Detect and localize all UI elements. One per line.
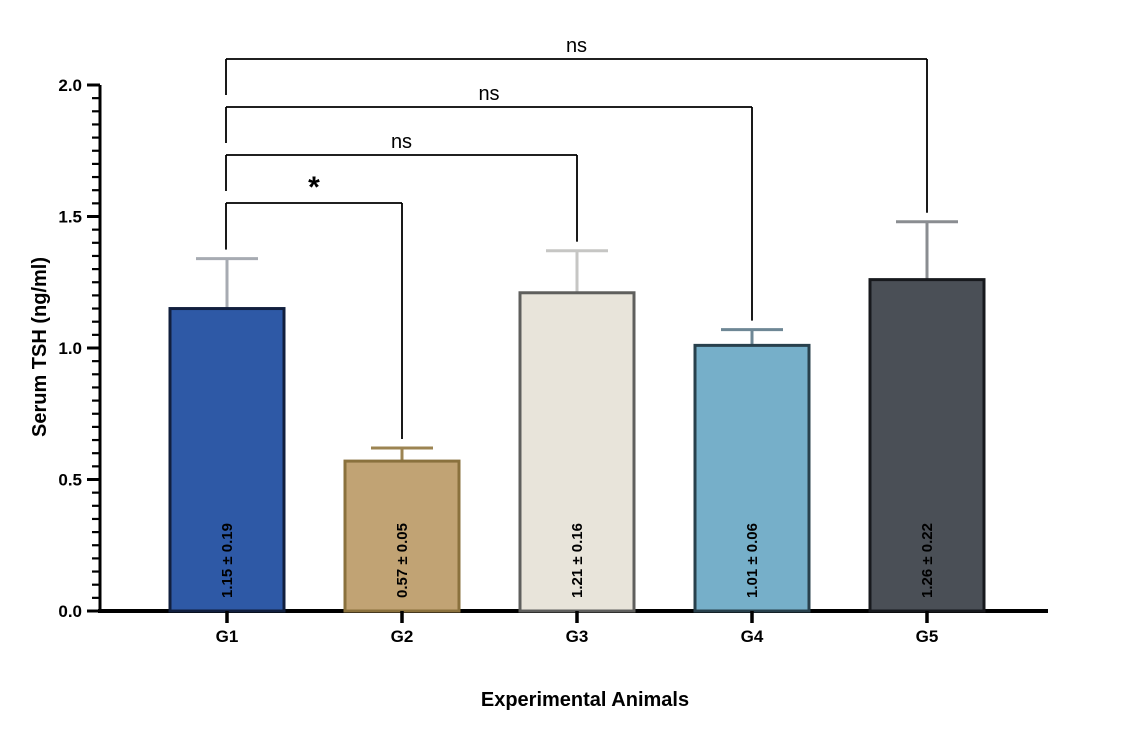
bar-value-label-g5: 1.26 ± 0.22 bbox=[919, 523, 936, 598]
y-tick-label: 0.0 bbox=[58, 602, 82, 621]
sig-bracket-g1-g5-label: ns bbox=[566, 35, 587, 57]
y-tick-label: 2.0 bbox=[58, 76, 82, 95]
x-tick-label-g2: G2 bbox=[391, 627, 414, 646]
sig-bracket-g1-g2-label: * bbox=[308, 171, 320, 204]
x-tick-label-g1: G1 bbox=[216, 627, 239, 646]
bar-g3 bbox=[518, 291, 636, 613]
sig-bracket-g1-g3-label: ns bbox=[391, 131, 412, 153]
bar-value-label-g1: 1.15 ± 0.19 bbox=[219, 523, 236, 598]
bar-g1 bbox=[168, 307, 286, 613]
sig-bracket-g1-g4-label: ns bbox=[478, 83, 499, 105]
x-tick-label-g3: G3 bbox=[566, 627, 589, 646]
bar-value-label-g4: 1.01 ± 0.06 bbox=[744, 523, 761, 598]
bar-g2 bbox=[343, 459, 461, 613]
bar-value-label-g3: 1.21 ± 0.16 bbox=[569, 523, 586, 598]
bar-value-label-g2: 0.57 ± 0.05 bbox=[394, 523, 411, 598]
y-axis-title: Serum TSH (ng/ml) bbox=[29, 257, 51, 437]
bar-g5 bbox=[868, 278, 986, 613]
y-tick-label: 1.0 bbox=[58, 339, 82, 358]
y-tick-label: 1.5 bbox=[58, 208, 82, 227]
x-tick-label-g5: G5 bbox=[916, 627, 939, 646]
x-tick-label-g4: G4 bbox=[741, 627, 764, 646]
x-axis-title: Experimental Animals bbox=[481, 689, 689, 711]
y-tick-label: 0.5 bbox=[58, 471, 82, 490]
bar-g4 bbox=[693, 343, 811, 613]
